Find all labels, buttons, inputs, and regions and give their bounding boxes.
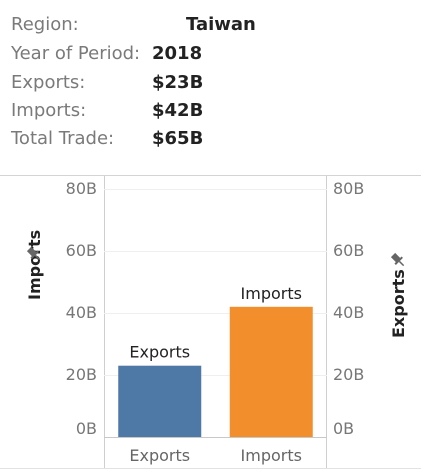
left-axis-title-group: Imports [25,230,44,300]
region-value: Taiwan [186,14,256,35]
left-tick-label: 0B [76,419,97,438]
right-tick-label: 40B [333,303,364,322]
pin-icon[interactable] [26,246,44,264]
right-tick-label: 80B [333,179,364,198]
bar-data-label: Exports [129,343,190,362]
year-value: 2018 [152,43,203,64]
exports-value: $23B [152,72,204,93]
left-tick-label: 40B [66,303,97,322]
category-tick-label: Imports [241,446,302,465]
left-tick-label: 20B [66,365,97,384]
right-tick-label: 0B [333,419,354,438]
tooltip: Region: Taiwan Year of Period: 2018 Expo… [0,0,421,170]
bar-data-label: Imports [241,284,302,303]
right-axis-title-group: Exports [389,252,408,338]
bar-imports[interactable] [229,306,313,437]
right-axis-title: Exports [389,269,408,338]
imports-value: $42B [152,100,204,121]
right-tick-label: 60B [333,241,364,260]
category-tick-label: Exports [129,446,190,465]
total-trade-value: $65B [152,128,204,149]
tick-labels: 0B 20B 40B 60B 80B 0B 20B 40B 60B 80B [66,179,365,438]
region-label: Region: [11,14,79,35]
left-axis-title: Imports [25,230,44,300]
pin-icon[interactable] [390,252,408,270]
left-tick-label: 60B [66,241,97,260]
year-label: Year of Period: [11,43,141,64]
exports-label: Exports: [11,72,86,93]
left-tick-label: 80B [66,179,97,198]
imports-label: Imports: [11,100,87,121]
bar-exports[interactable] [118,365,202,437]
right-tick-label: 20B [333,365,364,384]
total-trade-label: Total Trade: [11,128,115,149]
bars: Exports Exports Imports Imports [118,284,313,465]
